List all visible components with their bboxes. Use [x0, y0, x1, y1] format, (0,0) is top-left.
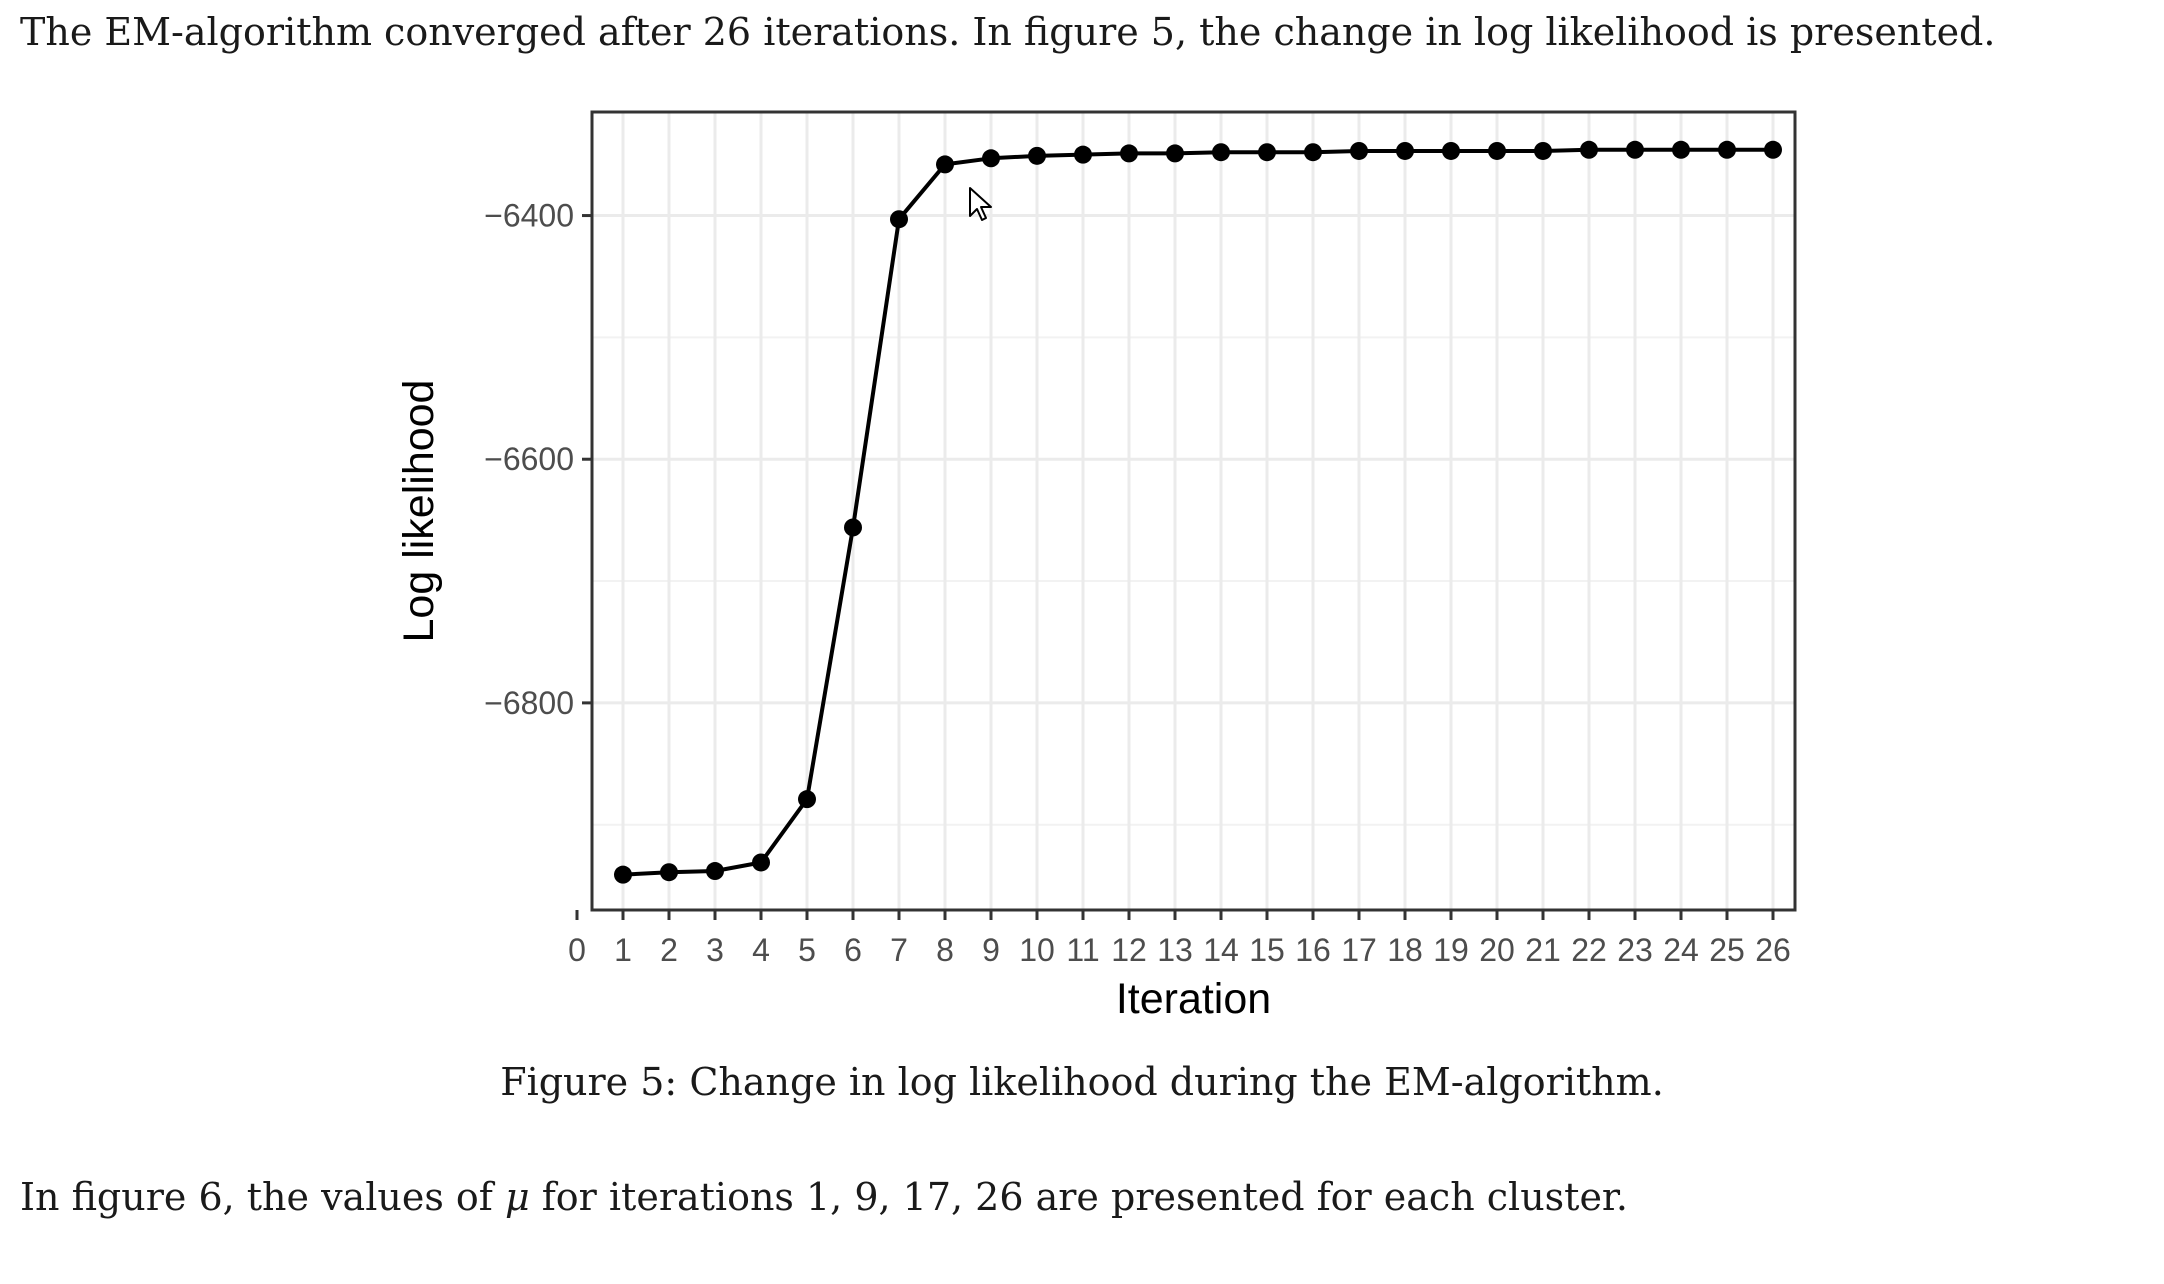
x-tick-label: 6 — [844, 932, 862, 968]
x-tick-label: 1 — [614, 932, 632, 968]
paragraph-followup-end: for iterations 1, 9, 17, 26 are presente… — [529, 1175, 1629, 1219]
data-point — [1626, 140, 1644, 159]
data-point — [1120, 144, 1138, 163]
data-point — [1488, 141, 1506, 160]
x-tick-label: 19 — [1433, 932, 1469, 968]
paragraph-intro: The EM-algorithm converged after 26 iter… — [20, 10, 1996, 54]
x-axis-title: Iteration — [1116, 975, 1271, 1023]
x-tick-label: 10 — [1019, 932, 1055, 968]
data-point — [798, 790, 816, 809]
log-likelihood-chart: 0 1 2 3 4 5 6 7 8 9 10 11 12 13 14 15 16 17 18 19 20 21 22 23 24… — [395, 110, 1797, 1023]
y-tick-label: −6800 — [484, 685, 574, 721]
x-tick-label: 8 — [936, 932, 954, 968]
data-point — [1304, 143, 1322, 162]
x-tick-label: 7 — [890, 932, 908, 968]
figure-caption: Figure 5: Change in log likelihood durin… — [500, 1060, 1664, 1104]
y-axis-title: Log likelihood — [395, 380, 443, 643]
data-point — [706, 862, 724, 881]
x-tick-label: 5 — [798, 932, 816, 968]
data-point — [1534, 141, 1552, 160]
series-points — [614, 140, 1782, 884]
x-tick-label: 25 — [1709, 932, 1745, 968]
x-tick-label: 9 — [982, 932, 1000, 968]
mu-symbol: μ — [504, 1175, 530, 1219]
data-point — [1212, 143, 1230, 162]
x-tick-label: 11 — [1066, 932, 1099, 968]
x-tick-label: 0 — [568, 932, 586, 968]
data-point — [1718, 140, 1736, 159]
plot-panel — [592, 112, 1795, 910]
mouse-pointer-icon — [969, 187, 992, 221]
x-tick-label: 12 — [1111, 932, 1147, 968]
data-point — [1442, 141, 1460, 160]
data-point — [1672, 140, 1690, 159]
y-tick-label: −6600 — [484, 441, 574, 477]
x-tick-label: 3 — [706, 932, 724, 968]
paragraph-followup-start: In figure 6, the values of — [20, 1175, 505, 1219]
x-tick-label: 18 — [1387, 932, 1423, 968]
x-tick-label: 22 — [1571, 932, 1607, 968]
x-tick-label: 14 — [1203, 932, 1239, 968]
y-tick-label: −6400 — [484, 198, 574, 234]
grid-minor — [592, 336, 1795, 826]
data-point — [844, 518, 862, 537]
data-point — [1764, 140, 1782, 159]
x-tick-label: 17 — [1341, 932, 1377, 968]
data-point — [1166, 144, 1184, 163]
plot-border — [590, 110, 1797, 912]
data-point — [1580, 140, 1598, 159]
data-point — [936, 155, 954, 174]
x-tick-label: 15 — [1249, 932, 1285, 968]
data-point — [1258, 143, 1276, 162]
x-tick-label: 20 — [1479, 932, 1515, 968]
x-tick-label: 4 — [752, 932, 770, 968]
data-point — [1028, 146, 1046, 165]
grid-major — [592, 112, 1795, 910]
x-tick-label: 24 — [1663, 932, 1699, 968]
data-point — [660, 863, 678, 882]
data-point — [1074, 145, 1092, 164]
data-point — [614, 865, 632, 884]
x-axis: 0 1 2 3 4 5 6 7 8 9 10 11 12 13 14 15 16 17 18 19 20 21 22 23 24… — [568, 910, 1791, 968]
data-point — [890, 210, 908, 229]
paragraph-followup: In figure 6, the values of μ for iterati… — [20, 1175, 1628, 1219]
x-tick-label: 16 — [1295, 932, 1331, 968]
x-tick-label: 13 — [1157, 932, 1193, 968]
data-point — [1350, 141, 1368, 160]
data-point — [1396, 141, 1414, 160]
x-tick-label: 21 — [1525, 932, 1561, 968]
data-point — [982, 149, 1000, 168]
x-tick-label: 26 — [1755, 932, 1791, 968]
y-axis: −6400 −6600 −6800 — [484, 198, 592, 721]
x-tick-label: 23 — [1617, 932, 1653, 968]
x-tick-label: 2 — [660, 932, 678, 968]
data-point — [752, 853, 770, 872]
